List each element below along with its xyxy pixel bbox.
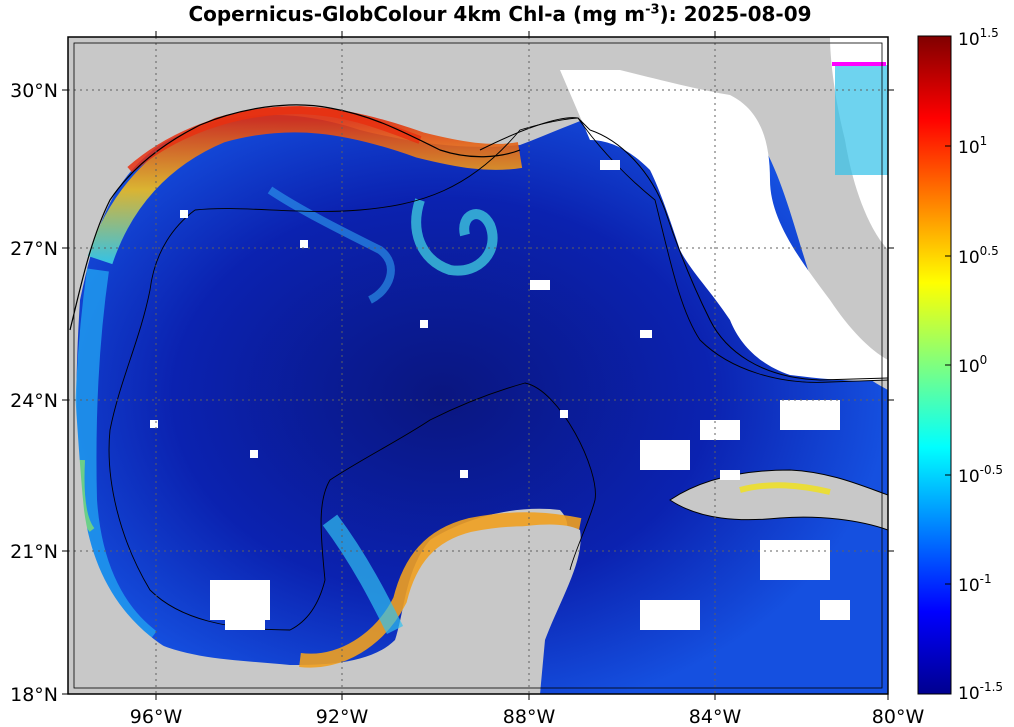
map-panel <box>68 37 888 694</box>
lon-axis: 96°W 92°W 88°W 84°W 80°W <box>130 31 925 727</box>
title-prefix: Copernicus-GlobColour 4km Chl-a (mg m <box>188 2 646 26</box>
cb-tick-m1: 10-1 <box>958 572 992 596</box>
eez-boundary-mexico <box>320 382 596 581</box>
map-title: Copernicus-GlobColour 4km Chl-a (mg m-3)… <box>0 2 1000 26</box>
lat-label-30: 30°N <box>10 80 58 102</box>
cb-tick-1p5: 101.5 <box>958 26 999 50</box>
colorbar: 101.5 101 100.5 100 10-0.5 10-1 10-1.5 <box>917 26 1003 704</box>
us-gulf-coastline <box>69 104 521 331</box>
cloud-gaps <box>150 160 850 630</box>
lon-label-84: 84°W <box>689 706 742 727</box>
lat-label-21: 21°N <box>10 541 58 563</box>
eez-boundary-west <box>108 209 326 631</box>
yucatan-coast-bloom <box>299 512 582 668</box>
map-frame-inner <box>73 42 883 689</box>
lat-label-24: 24°N <box>10 390 58 412</box>
lat-label-18: 18°N <box>10 684 58 706</box>
title-exponent: -3 <box>645 2 660 18</box>
lon-label-96: 96°W <box>130 706 183 727</box>
cb-tick-m0p5: 10-0.5 <box>958 463 1003 487</box>
florida-outline <box>479 117 888 381</box>
lat-axis: 30°N 27°N 24°N 21°N 18°N <box>10 80 894 706</box>
florida-peninsula <box>560 37 888 381</box>
mexico-land <box>68 300 300 694</box>
northern-coast-bloom <box>87 106 523 265</box>
yucatan-land <box>405 524 581 694</box>
atlantic-coast-strip <box>835 65 888 175</box>
cb-tick-0p5: 100.5 <box>958 244 999 268</box>
cb-tick-m1p5: 10-1.5 <box>958 680 1003 704</box>
eez-boundary-center <box>194 117 579 212</box>
cb-tick-0: 100 <box>958 353 987 377</box>
map-frame <box>67 36 889 695</box>
lon-label-92: 92°W <box>316 706 369 727</box>
cuba-coast-bloom <box>739 482 831 495</box>
eez-boundary-east <box>577 117 888 383</box>
campeche-bloom <box>322 514 404 635</box>
lon-label-80: 80°W <box>872 706 925 727</box>
lat-label-27: 27°N <box>10 238 58 260</box>
cuba-island <box>669 469 888 531</box>
title-suffix: ): 2025-08-09 <box>659 2 812 26</box>
lon-label-88: 88°W <box>503 706 556 727</box>
river-plume <box>411 198 498 276</box>
graticule <box>68 37 888 694</box>
cb-tick-1: 101 <box>958 134 987 158</box>
plume-filament <box>267 186 395 304</box>
